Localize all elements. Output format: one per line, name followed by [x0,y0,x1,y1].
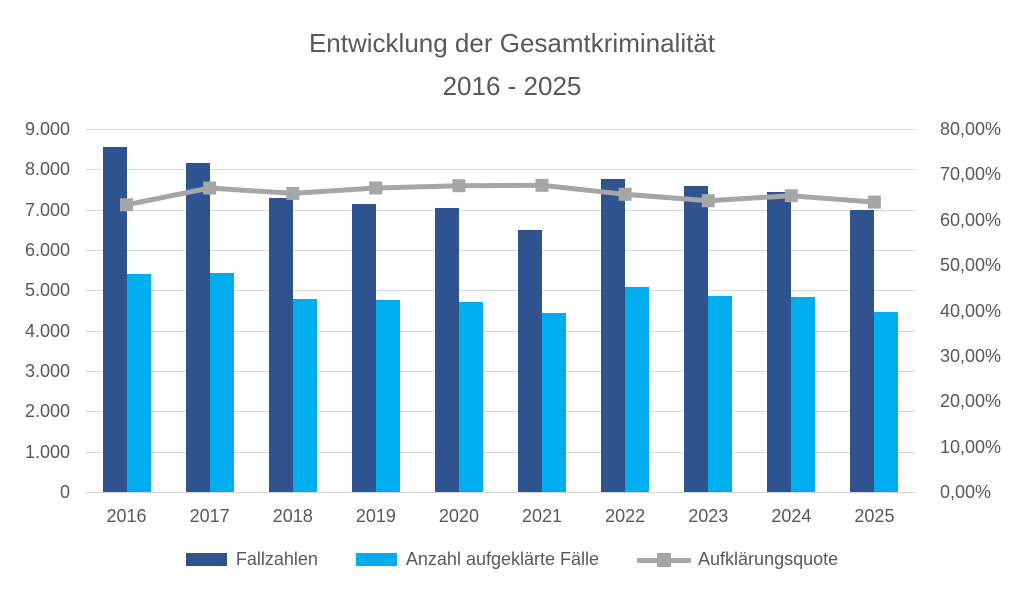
gridline [85,451,916,453]
bar-group-2018 [251,129,334,492]
left-axis-tick: 7.000 [24,199,70,220]
left-axis-tick: 6.000 [24,240,70,260]
x-axis-tick-2024: 2024 [771,506,812,526]
gridline [85,411,916,413]
bar-aufgeklaerte-2025 [874,312,899,492]
quote-marker-2025 [867,195,881,209]
quote-marker-2020 [452,179,466,193]
gridline [85,209,916,211]
bar-group-2023 [667,129,750,492]
quote-marker-2023 [701,194,715,208]
right-axis-tick: 50,00% [940,255,1002,276]
gridline [85,129,916,130]
legend: Fallzahlen Anzahl aufgeklärte Fälle Aufk… [0,549,1024,570]
fallzahlen-swatch-icon [185,553,227,566]
x-axis-tick-2018: 2018 [272,506,313,526]
left-axis-tick: 4.000 [24,320,70,341]
chart-title-line2: 2016 - 2025 [442,71,582,101]
bar-group-2019 [334,129,417,492]
legend-label-aufklaerungsquote: Aufklärungsquote [698,549,839,569]
x-axis-tick-2016: 2016 [106,506,147,526]
bar-group-2021 [501,129,584,492]
bar-fallzahlen-2017 [185,163,210,492]
bar-aufgeklaerte-2022 [625,287,650,492]
right-axis-tick: 0,00% [940,482,992,502]
gridline [85,169,916,171]
right-axis-tick: 80,00% [940,119,1002,139]
right-axis-tick: 20,00% [940,391,1002,412]
bar-group-2024 [750,129,833,492]
x-axis-tick-2022: 2022 [605,506,646,526]
right-axis-tick: 60,00% [940,209,1002,230]
plot-area [85,129,916,493]
bar-fallzahlen-2025 [850,209,875,492]
left-axis-tick: 9.000 [24,119,70,139]
left-axis-tick: 1.000 [24,441,70,462]
chart-title-line1: Entwicklung der Gesamtkriminalität [308,28,716,58]
quote-marker-2021 [535,178,549,192]
bar-aufgeklaerte-2017 [209,273,234,492]
bar-aufgeklaerte-2020 [458,302,483,492]
gridline [85,371,916,372]
bar-fallzahlen-2022 [601,179,626,492]
gridline [85,290,916,292]
bar-fallzahlen-2019 [351,203,376,492]
quote-marker-2017 [203,181,217,195]
bar-fallzahlen-2023 [684,185,709,492]
chart-title: Entwicklung der Gesamtkriminalität 2016 … [0,22,1024,108]
right-axis-tick: 70,00% [940,164,1002,185]
quote-marker-2018 [286,186,300,200]
left-axis-tick: 8.000 [24,159,70,180]
legend-item-aufgeklaerte-faelle: Anzahl aufgeklärte Fälle [355,549,600,570]
quote-marker-2019 [369,181,383,195]
bar-fallzahlen-2021 [518,229,543,492]
bar-group-2020 [417,129,500,492]
right-axis-tick: 10,00% [940,436,1002,457]
right-axis-tick: 30,00% [940,345,1002,366]
legend-label-fallzahlen: Fallzahlen [235,549,318,569]
right-axis-tick: 40,00% [940,300,1002,321]
bar-group-2017 [168,129,251,492]
bar-aufgeklaerte-2018 [292,299,317,492]
left-axis-tick: 5.000 [24,280,70,301]
quote-marker-2024 [784,189,798,203]
x-axis-tick-2017: 2017 [189,506,230,526]
x-axis-tick-2019: 2019 [355,506,396,526]
gridline [85,250,916,251]
x-axis-tick-2023: 2023 [688,506,729,526]
aufgeklaerte-faelle-swatch-icon [355,553,397,566]
x-axis-tick-2020: 2020 [438,506,479,526]
bar-fallzahlen-2024 [767,191,792,492]
bar-aufgeklaerte-2023 [708,296,733,492]
bar-group-2022 [584,129,667,492]
quote-marker-2022 [618,187,632,201]
x-axis-tick-2021: 2021 [522,506,563,526]
x-axis-tick-2025: 2025 [854,506,895,526]
legend-item-fallzahlen: Fallzahlen [185,549,318,570]
left-axis-tick: 0 [59,482,70,502]
left-axis-tick: 2.000 [24,401,70,422]
gridline [85,330,916,332]
legend-item-aufklaerungsquote: Aufklärungsquote [637,549,838,570]
bar-group-2025 [833,129,916,492]
left-axis-tick: 3.000 [24,361,70,381]
bar-aufgeklaerte-2016 [126,274,151,492]
bar-fallzahlen-2020 [434,207,459,492]
aufklaerungsquote-line [120,178,881,212]
legend-label-aufgeklaerte-faelle: Anzahl aufgeklärte Fälle [405,549,600,569]
aufklaerungsquote-line-marker-icon [637,552,692,567]
bar-aufgeklaerte-2024 [791,296,816,492]
quote-marker-2016 [120,198,133,212]
bar-aufgeklaerte-2019 [375,300,400,492]
bar-fallzahlen-2018 [268,197,293,492]
bar-aufgeklaerte-2021 [542,313,567,492]
